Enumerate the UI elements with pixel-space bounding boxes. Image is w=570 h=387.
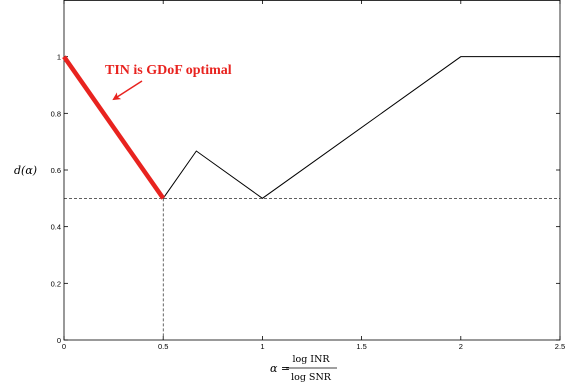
reference-lines	[64, 198, 560, 340]
series-line-tin-optimal	[62, 55, 166, 200]
x-tick-label: 2.5	[555, 342, 565, 351]
x-tick-label: 0	[62, 342, 66, 351]
y-tick-label: 0.2	[51, 279, 61, 288]
x-tick-label: 1.5	[356, 342, 366, 351]
annotation-arrow	[112, 80, 143, 101]
series-layer	[62, 55, 560, 200]
y-tick-label: 0.6	[51, 166, 61, 175]
tick-layer: 0 0.5 1 1.5 2 2.5 0 0.2 0.4 0.6 0.8 1	[51, 0, 565, 351]
plot-frame	[63, 0, 561, 341]
x-axis-label-numerator: log INR	[292, 354, 330, 365]
x-tick-label: 1	[260, 342, 264, 351]
x-tick-label: 2	[459, 342, 463, 351]
y-tick-label: 0.4	[51, 223, 61, 232]
y-tick-label: 1	[57, 53, 61, 62]
annotation-text: TIN is GDoF optimal	[105, 63, 232, 78]
x-axis-label-prefix: α =	[270, 362, 290, 375]
x-axis-label: α = log INR log SNR	[270, 354, 337, 383]
y-axis-label: d(α)	[14, 164, 37, 177]
y-tick-label: 0.8	[51, 109, 61, 118]
x-axis-label-denominator: log SNR	[291, 372, 332, 383]
x-tick-label: 0.5	[158, 342, 168, 351]
y-tick-label: 0	[57, 336, 61, 345]
